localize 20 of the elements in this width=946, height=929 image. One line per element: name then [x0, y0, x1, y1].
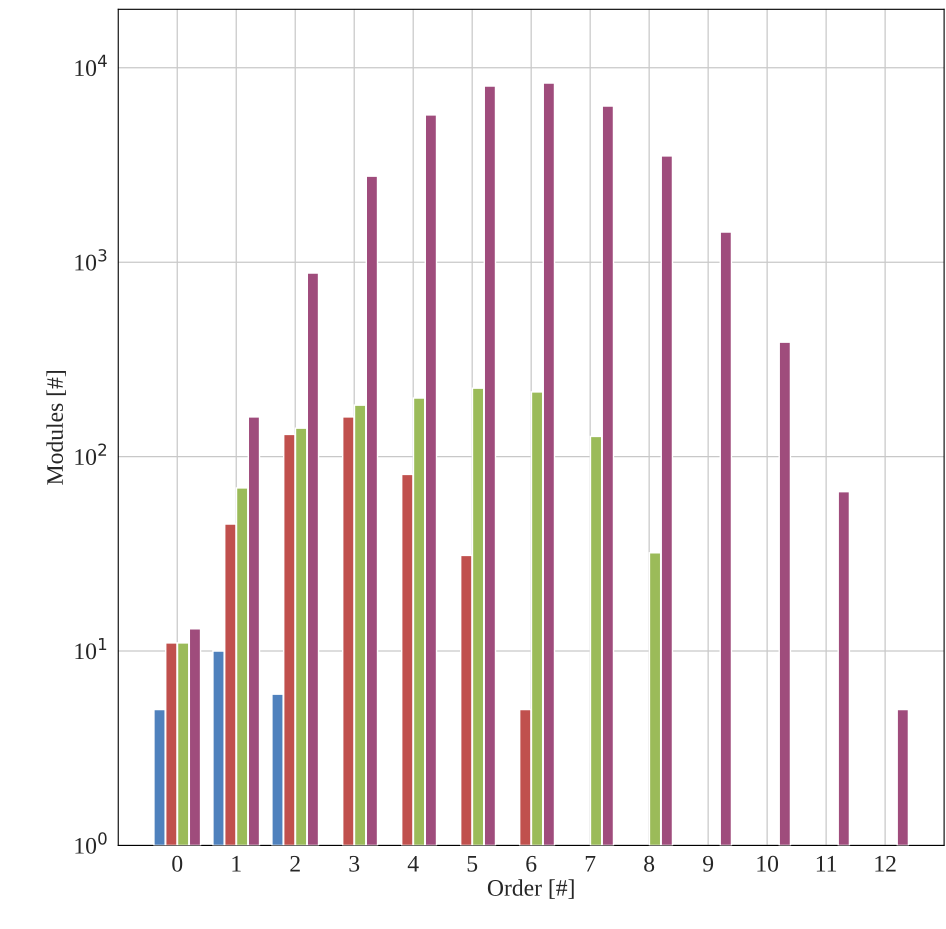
y-tick-label: 10$^{2}$ [75, 443, 106, 465]
y-tick-label: 10$^{0}$ [75, 832, 107, 854]
x-tick-label: 2 [290, 856, 300, 872]
x-tick-label: 9 [703, 856, 714, 872]
x-tick-label: 3 [349, 856, 360, 872]
x-tick-label: 10 [757, 856, 778, 872]
x-tick-label: 5 [468, 856, 478, 872]
x-axis-title: Order [#] [488, 879, 574, 899]
x-tick-label: 11 [816, 856, 836, 872]
y-tick-label: 10$^{1}$ [75, 638, 106, 660]
x-tick-label: 1 [232, 856, 241, 872]
x-tick-label: 8 [644, 856, 654, 872]
x-tick-label: 6 [526, 856, 536, 872]
x-tick-label: 7 [586, 856, 596, 872]
y-tick-label: 10$^{3}$ [75, 249, 106, 271]
y-axis-title: Modules [#] [46, 371, 66, 485]
y-tick-label: 10$^{4}$ [75, 54, 107, 76]
x-tick-label: 12 [875, 856, 896, 872]
x-tick-label: 0 [172, 856, 182, 872]
x-tick-label: 4 [408, 856, 419, 872]
